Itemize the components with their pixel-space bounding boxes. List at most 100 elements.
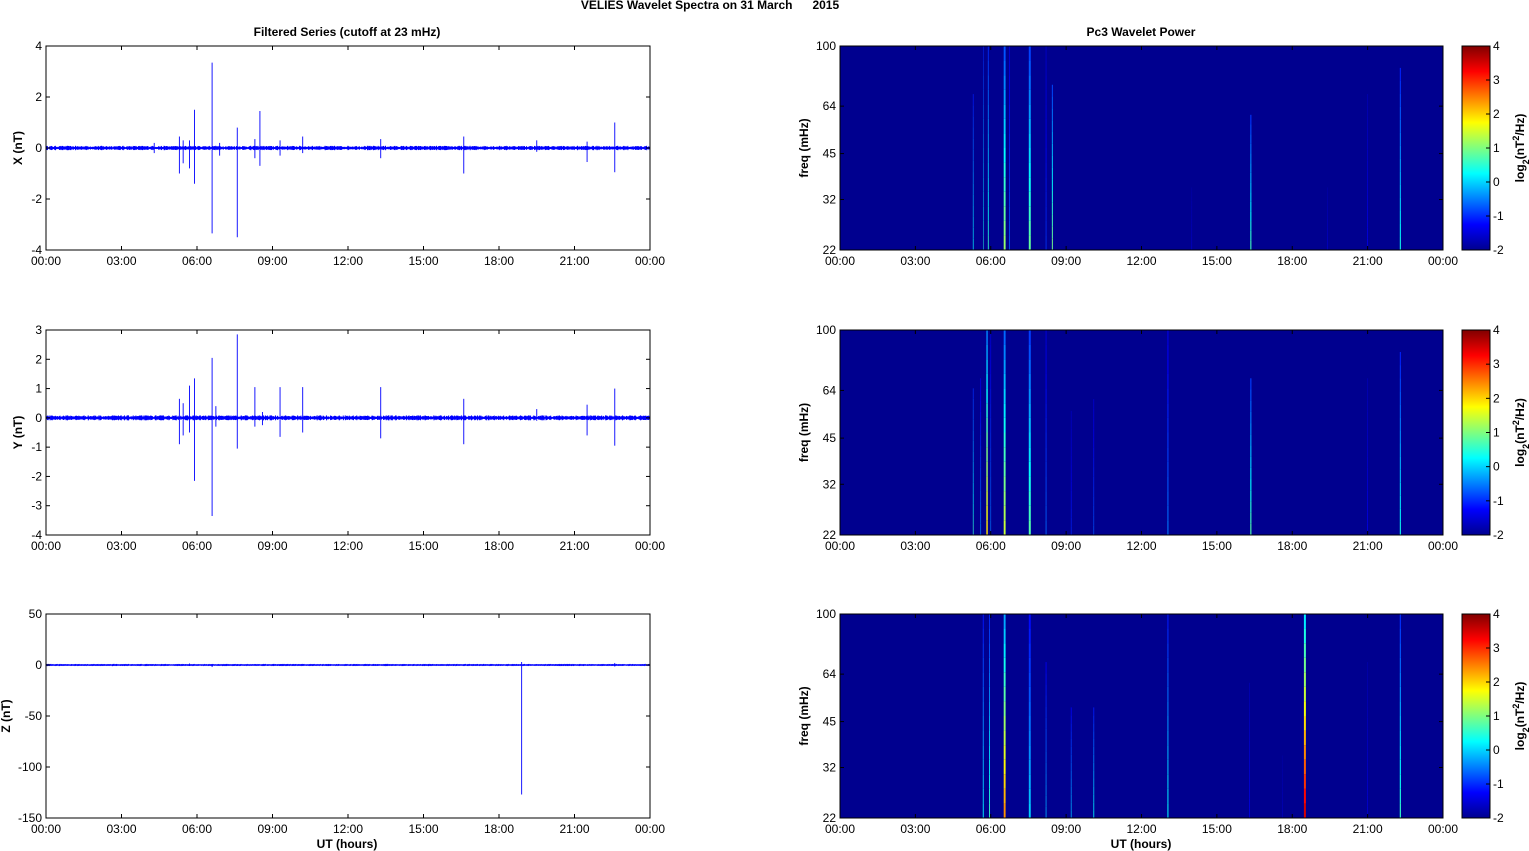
power-event-segment bbox=[1093, 476, 1095, 487]
power-event-segment bbox=[1028, 330, 1031, 345]
colorbar-label-part: (nT bbox=[1513, 708, 1527, 727]
power-event-segment bbox=[1303, 628, 1306, 644]
power-event-segment bbox=[986, 330, 988, 345]
power-event-segment bbox=[1367, 512, 1369, 524]
power-event-segment bbox=[1191, 209, 1193, 215]
power-event-segment bbox=[1009, 46, 1011, 61]
power-event-segment bbox=[1070, 715, 1072, 724]
power-event-segment bbox=[1003, 133, 1006, 148]
power-event-segment bbox=[1003, 803, 1006, 818]
power-event-segment bbox=[1070, 723, 1072, 732]
power-event-segment bbox=[1028, 60, 1031, 76]
colorbar-label: log2(nT2/Hz) bbox=[1511, 398, 1529, 467]
power-event-segment bbox=[982, 716, 984, 731]
power-event-segment bbox=[1399, 352, 1401, 366]
power-event bbox=[1191, 187, 1193, 250]
power-event-segment bbox=[1045, 447, 1047, 462]
power-event bbox=[1045, 330, 1047, 535]
power-event-segment bbox=[1399, 184, 1401, 198]
power-event-segment bbox=[989, 701, 990, 716]
power-event bbox=[1070, 707, 1072, 818]
power-event bbox=[1093, 399, 1095, 535]
x-tick-label: 00:00 bbox=[635, 539, 665, 553]
x-tick-label: 21:00 bbox=[559, 822, 589, 836]
power-event-segment bbox=[1399, 716, 1401, 731]
x-tick-label: 00:00 bbox=[31, 822, 61, 836]
power-event-segment bbox=[1028, 104, 1031, 119]
colorbar-label-part: (nT bbox=[1513, 425, 1527, 444]
power-event-segment bbox=[1399, 657, 1401, 673]
colorbar-tick-label: 0 bbox=[1493, 743, 1500, 757]
y-tick-label: 22 bbox=[823, 811, 837, 825]
x-tick-label: 18:00 bbox=[1277, 539, 1307, 553]
power-event-segment bbox=[1167, 461, 1169, 477]
power-event-segment bbox=[1399, 158, 1401, 172]
colorbar-label-sub: 2 bbox=[1521, 159, 1529, 164]
y-tick-label: 0 bbox=[35, 411, 42, 425]
power-event-segment bbox=[972, 440, 974, 452]
power-event bbox=[1070, 410, 1072, 535]
power-event-segment bbox=[1399, 628, 1401, 644]
power-event-segment bbox=[1367, 806, 1368, 818]
power-event-segment bbox=[1051, 167, 1053, 180]
power-event-segment bbox=[1167, 359, 1169, 374]
power-event-segment bbox=[1070, 707, 1072, 716]
power-event-segment bbox=[989, 788, 990, 804]
power-event-segment bbox=[1250, 221, 1252, 231]
power-event-segment bbox=[1249, 789, 1250, 799]
power-event-segment bbox=[1399, 430, 1401, 444]
power-event-segment bbox=[1191, 227, 1193, 233]
power-event-segment bbox=[1009, 133, 1011, 148]
power-event-segment bbox=[1399, 672, 1401, 687]
colorbar-label: log2(nT2/Hz) bbox=[1511, 682, 1529, 751]
power-background bbox=[840, 46, 1443, 250]
power-event-segment bbox=[1167, 417, 1169, 433]
power-event-segment bbox=[1367, 227, 1369, 239]
power-event-segment bbox=[972, 183, 974, 195]
power-event-segment bbox=[1003, 701, 1006, 716]
x-tick-label: 18:00 bbox=[484, 254, 514, 268]
power-event-segment bbox=[1167, 388, 1169, 404]
y-tick-label: 45 bbox=[823, 431, 837, 445]
power-event-segment bbox=[1045, 662, 1047, 674]
power-event-segment bbox=[1399, 417, 1401, 431]
power-event-segment bbox=[1028, 118, 1031, 134]
power-event-segment bbox=[1399, 145, 1401, 159]
power-event-segment bbox=[1028, 373, 1031, 389]
power-event-segment bbox=[1045, 133, 1047, 148]
power-event-segment bbox=[987, 75, 989, 90]
power-event-segment bbox=[987, 104, 989, 119]
power-event-segment bbox=[990, 505, 992, 521]
colorbar-tick-label: 2 bbox=[1493, 675, 1500, 689]
power-event-segment bbox=[1003, 672, 1006, 687]
power-event-segment bbox=[972, 116, 974, 128]
power-event-segment bbox=[1367, 762, 1368, 774]
power-event-segment bbox=[1367, 490, 1369, 502]
power-event-segment bbox=[1093, 496, 1095, 506]
power-event-segment bbox=[1051, 214, 1053, 227]
power-event-segment bbox=[1303, 774, 1306, 789]
power-event-segment bbox=[986, 359, 988, 374]
power-event-segment bbox=[1045, 89, 1047, 105]
x-tick-label: 03:00 bbox=[106, 254, 136, 268]
y-tick-label: 32 bbox=[823, 193, 837, 207]
power-event-segment bbox=[1045, 46, 1047, 61]
power-event-segment bbox=[1051, 108, 1053, 121]
colorbar-tick-label: 1 bbox=[1493, 426, 1500, 440]
power-event-segment bbox=[1250, 411, 1252, 424]
power-event-segment bbox=[1367, 523, 1369, 535]
power-event-segment bbox=[987, 46, 989, 61]
power-event-segment bbox=[1250, 467, 1252, 480]
power-event-segment bbox=[980, 400, 982, 412]
y-tick-label: 2 bbox=[35, 90, 42, 104]
power-event-segment bbox=[1167, 716, 1169, 731]
power-event-segment bbox=[987, 89, 989, 105]
colorbar-tick-label: 4 bbox=[1493, 607, 1500, 621]
power-event-segment bbox=[1045, 417, 1047, 433]
power-event-segment bbox=[1167, 476, 1169, 492]
power-event-segment bbox=[1003, 162, 1006, 178]
power-event-segment bbox=[982, 672, 984, 687]
power-event-segment bbox=[989, 614, 990, 629]
power-event-segment bbox=[980, 389, 982, 401]
y-tick-label: 100 bbox=[816, 39, 836, 53]
